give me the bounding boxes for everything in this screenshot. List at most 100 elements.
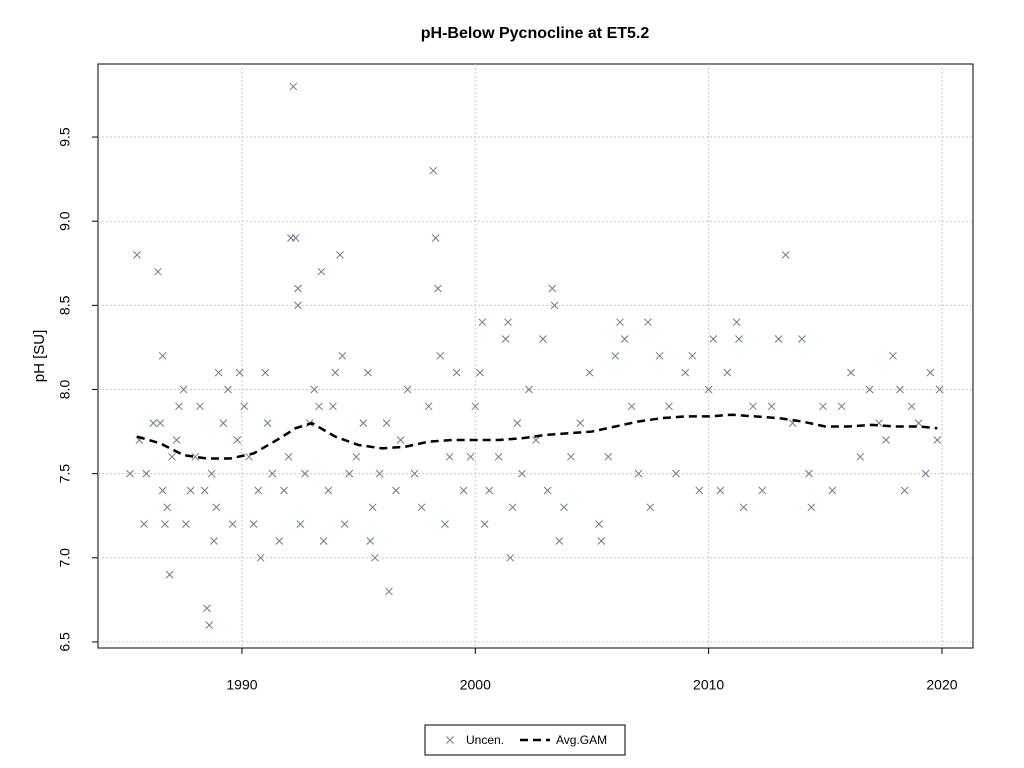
point <box>655 351 664 360</box>
point <box>200 486 209 495</box>
point <box>471 402 480 411</box>
point <box>576 419 585 428</box>
point <box>431 234 440 242</box>
point <box>275 537 284 545</box>
point <box>774 335 783 343</box>
point <box>301 469 309 478</box>
point <box>805 469 813 478</box>
point <box>896 385 904 394</box>
point <box>807 503 816 512</box>
point <box>644 318 652 327</box>
point <box>921 469 930 478</box>
point <box>758 486 767 495</box>
point <box>595 520 603 528</box>
point <box>933 436 942 444</box>
point <box>441 520 449 528</box>
point <box>935 385 944 394</box>
point <box>548 284 557 293</box>
point <box>781 250 790 259</box>
point <box>478 318 487 327</box>
point <box>371 553 379 562</box>
point <box>324 486 333 495</box>
point <box>280 486 288 495</box>
point <box>739 503 748 512</box>
point <box>567 452 575 461</box>
point <box>364 368 372 377</box>
point <box>459 486 468 495</box>
point <box>233 436 242 444</box>
point <box>191 452 200 461</box>
x-tick-label: 1990 <box>226 677 257 693</box>
point <box>133 250 141 259</box>
y-tick-label: 9.5 <box>57 127 73 147</box>
point <box>616 318 624 327</box>
legend-marker <box>446 736 454 744</box>
point <box>329 402 337 411</box>
point <box>207 469 216 478</box>
point <box>263 419 272 428</box>
y-tick-label: 7.5 <box>57 464 73 484</box>
point <box>168 452 176 461</box>
point <box>634 469 643 478</box>
point <box>646 503 655 512</box>
point <box>907 402 916 411</box>
point <box>452 368 461 377</box>
y-tick-label: 8.5 <box>57 295 73 315</box>
point <box>368 503 377 512</box>
point <box>294 301 302 310</box>
point <box>819 402 827 411</box>
point <box>704 385 713 394</box>
legend-box <box>424 724 626 756</box>
point <box>219 419 228 428</box>
x-tick-label: 2020 <box>926 677 957 693</box>
y-tick-label: 8.0 <box>57 380 73 400</box>
chart-title: pH-Below Pycnocline at ET5.2 <box>421 25 650 42</box>
point <box>186 486 195 495</box>
point <box>310 385 319 394</box>
point <box>149 419 158 428</box>
legend-label: Avg.GAM <box>556 733 607 747</box>
point <box>158 351 167 360</box>
point <box>165 570 174 579</box>
point <box>205 621 214 629</box>
point <box>163 503 172 512</box>
point <box>611 351 620 360</box>
point <box>597 537 606 545</box>
point <box>315 402 323 411</box>
point <box>375 469 384 478</box>
point <box>291 234 300 242</box>
point <box>403 385 412 394</box>
point <box>550 301 559 310</box>
point <box>294 284 302 293</box>
point <box>172 436 181 444</box>
point <box>154 267 162 276</box>
point <box>504 318 512 327</box>
point <box>289 82 298 91</box>
point <box>235 368 244 377</box>
point <box>604 452 613 461</box>
point <box>182 520 190 528</box>
point <box>429 166 438 175</box>
point <box>856 452 865 461</box>
point <box>889 351 897 360</box>
x-tick-label: 2010 <box>693 677 724 693</box>
point <box>865 385 874 394</box>
point <box>228 520 237 528</box>
point <box>210 537 218 545</box>
point <box>501 335 510 343</box>
point <box>735 335 743 343</box>
legend-label: Uncen. <box>466 733 504 747</box>
point <box>847 368 855 377</box>
point <box>296 520 305 528</box>
y-tick-label: 6.5 <box>57 632 73 652</box>
point <box>627 402 636 411</box>
point <box>331 368 340 377</box>
point <box>261 368 270 377</box>
point <box>319 537 328 545</box>
point <box>203 604 211 613</box>
point <box>837 402 846 411</box>
point <box>126 469 134 478</box>
point <box>317 267 326 276</box>
point <box>485 486 494 495</box>
